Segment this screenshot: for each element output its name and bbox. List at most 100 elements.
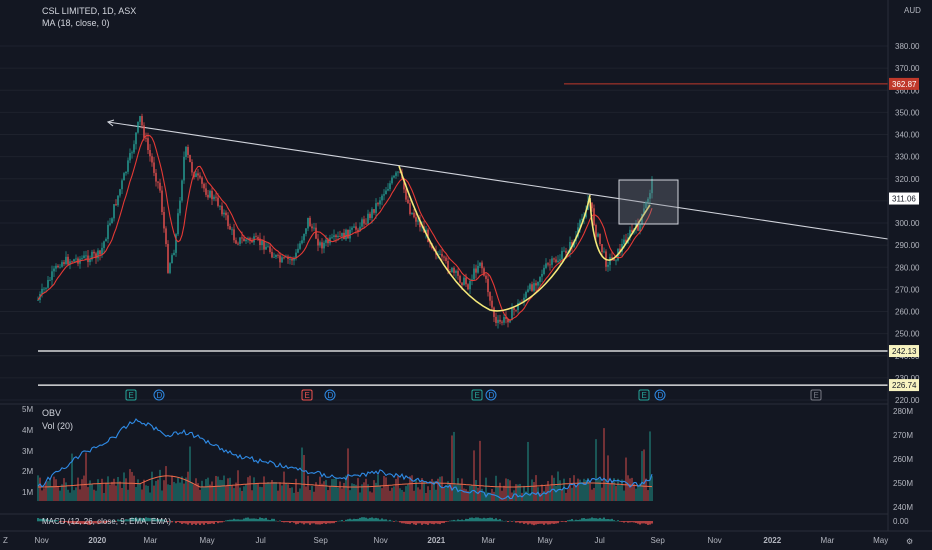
candle-body xyxy=(157,181,159,183)
macd-bar xyxy=(211,521,213,524)
macd-bar xyxy=(487,518,489,522)
dividend-marker[interactable] xyxy=(153,389,165,401)
candle-body xyxy=(91,251,93,260)
candle-body xyxy=(179,200,181,214)
volume-bar xyxy=(329,486,331,501)
handle-curve[interactable] xyxy=(589,197,651,261)
macd-bar xyxy=(139,517,141,522)
volume-bar xyxy=(325,479,327,501)
volume-bar xyxy=(471,485,473,501)
dividend-marker[interactable] xyxy=(324,389,336,401)
macd-bar xyxy=(385,519,387,522)
macd-bar xyxy=(419,521,421,524)
volume-bar xyxy=(185,477,187,501)
volume-bar xyxy=(649,431,651,501)
cup-curve[interactable] xyxy=(398,165,591,312)
candle-body xyxy=(203,183,205,189)
price-tick-label: 380.00 xyxy=(895,42,920,51)
volume-label[interactable]: Vol (20) xyxy=(42,421,74,431)
candle-body xyxy=(129,153,131,161)
zoom-icon[interactable]: Z xyxy=(3,536,8,545)
volume-bar xyxy=(373,480,375,501)
lower-pane-axis[interactable]: 5M 4M 3M 2M 1M 280M 270M 260M 250M 240M 0.00 xyxy=(22,405,913,526)
earnings-marker[interactable] xyxy=(638,389,650,401)
dividend-marker[interactable] xyxy=(485,389,497,401)
macd-bar xyxy=(479,518,481,522)
macd-bar xyxy=(581,518,583,522)
earnings-marker[interactable] xyxy=(471,389,483,401)
candle-body xyxy=(167,244,169,273)
macd-bar xyxy=(37,518,39,522)
macd-bar xyxy=(135,517,137,522)
macd-bar xyxy=(623,521,625,523)
macd-bar xyxy=(81,521,83,524)
ma-indicator-label[interactable]: MA (18, close, 0) xyxy=(42,18,110,28)
candle-body xyxy=(315,227,317,239)
symbol-title[interactable]: CSL LIMITED, 1D, ASX xyxy=(42,6,137,16)
candle-body xyxy=(481,262,483,269)
trendline-drawing[interactable] xyxy=(106,119,889,240)
horizontal-levels[interactable] xyxy=(38,83,888,386)
candle-body xyxy=(553,258,555,260)
highlight-box[interactable] xyxy=(618,179,679,225)
candle-body xyxy=(133,144,135,153)
macd-bar xyxy=(465,518,467,522)
candle-body xyxy=(387,189,389,191)
earnings-marker[interactable] xyxy=(301,389,313,401)
candle-body xyxy=(599,233,601,245)
volume-bar xyxy=(411,475,413,501)
macd-bar xyxy=(633,521,635,523)
candle-body xyxy=(499,319,501,322)
volume-bar xyxy=(195,478,197,501)
volume-bar xyxy=(61,484,63,501)
earnings-marker[interactable] xyxy=(810,389,822,401)
candle-body xyxy=(273,257,275,258)
time-axis[interactable]: Nov 2020 Mar May Jul Sep Nov 2021 Mar May Jul Sep No… xyxy=(35,536,889,545)
macd-bar xyxy=(427,521,429,525)
volume-bar xyxy=(469,485,471,501)
macd-bar xyxy=(383,519,385,522)
volume-bar xyxy=(457,478,459,501)
volume-bar xyxy=(355,484,357,501)
macd-bar xyxy=(621,521,623,522)
gear-icon[interactable]: ⚙ xyxy=(906,537,913,546)
volume-bar xyxy=(119,481,121,501)
volume-bar xyxy=(341,488,343,501)
macd-bar xyxy=(355,519,357,522)
macd-label[interactable]: MACD (12, 26, close, 9, EMA, EMA) xyxy=(42,517,171,526)
volume-bar xyxy=(523,485,525,501)
marker-label: E xyxy=(475,391,480,400)
volume-bar xyxy=(135,486,137,501)
macd-bar xyxy=(555,521,557,524)
candle-body xyxy=(503,317,505,323)
macd-bar xyxy=(295,521,297,525)
candle-body xyxy=(47,280,49,288)
dividend-marker[interactable] xyxy=(654,389,666,401)
candle-body xyxy=(119,189,121,196)
earnings-marker[interactable] xyxy=(125,389,137,401)
macd-bar xyxy=(303,521,305,525)
price-axis[interactable]: 380.00 370.00 360.00 350.00 340.00 330.00 320.… xyxy=(895,42,920,405)
macd-bar xyxy=(49,520,51,522)
obv-label[interactable]: OBV xyxy=(42,408,62,418)
candle-body xyxy=(337,235,339,237)
resistance-trendline[interactable] xyxy=(107,121,889,240)
volume-bar xyxy=(489,492,491,501)
candle-body xyxy=(359,226,361,232)
volume-bar xyxy=(77,477,79,501)
candle-body xyxy=(419,220,421,228)
volume-bar xyxy=(379,485,381,501)
macd-bar xyxy=(131,517,133,522)
macd-bar xyxy=(127,519,129,522)
candle-body xyxy=(259,238,261,246)
volume-bar xyxy=(505,478,507,501)
candle-body xyxy=(241,237,243,239)
candle-body xyxy=(221,205,223,215)
macd-bar xyxy=(391,520,393,522)
candle-body xyxy=(361,219,363,227)
cup-and-handle-drawing[interactable] xyxy=(398,165,651,312)
macd-bar xyxy=(141,518,143,522)
price-tick-label: 260.00 xyxy=(895,308,920,317)
